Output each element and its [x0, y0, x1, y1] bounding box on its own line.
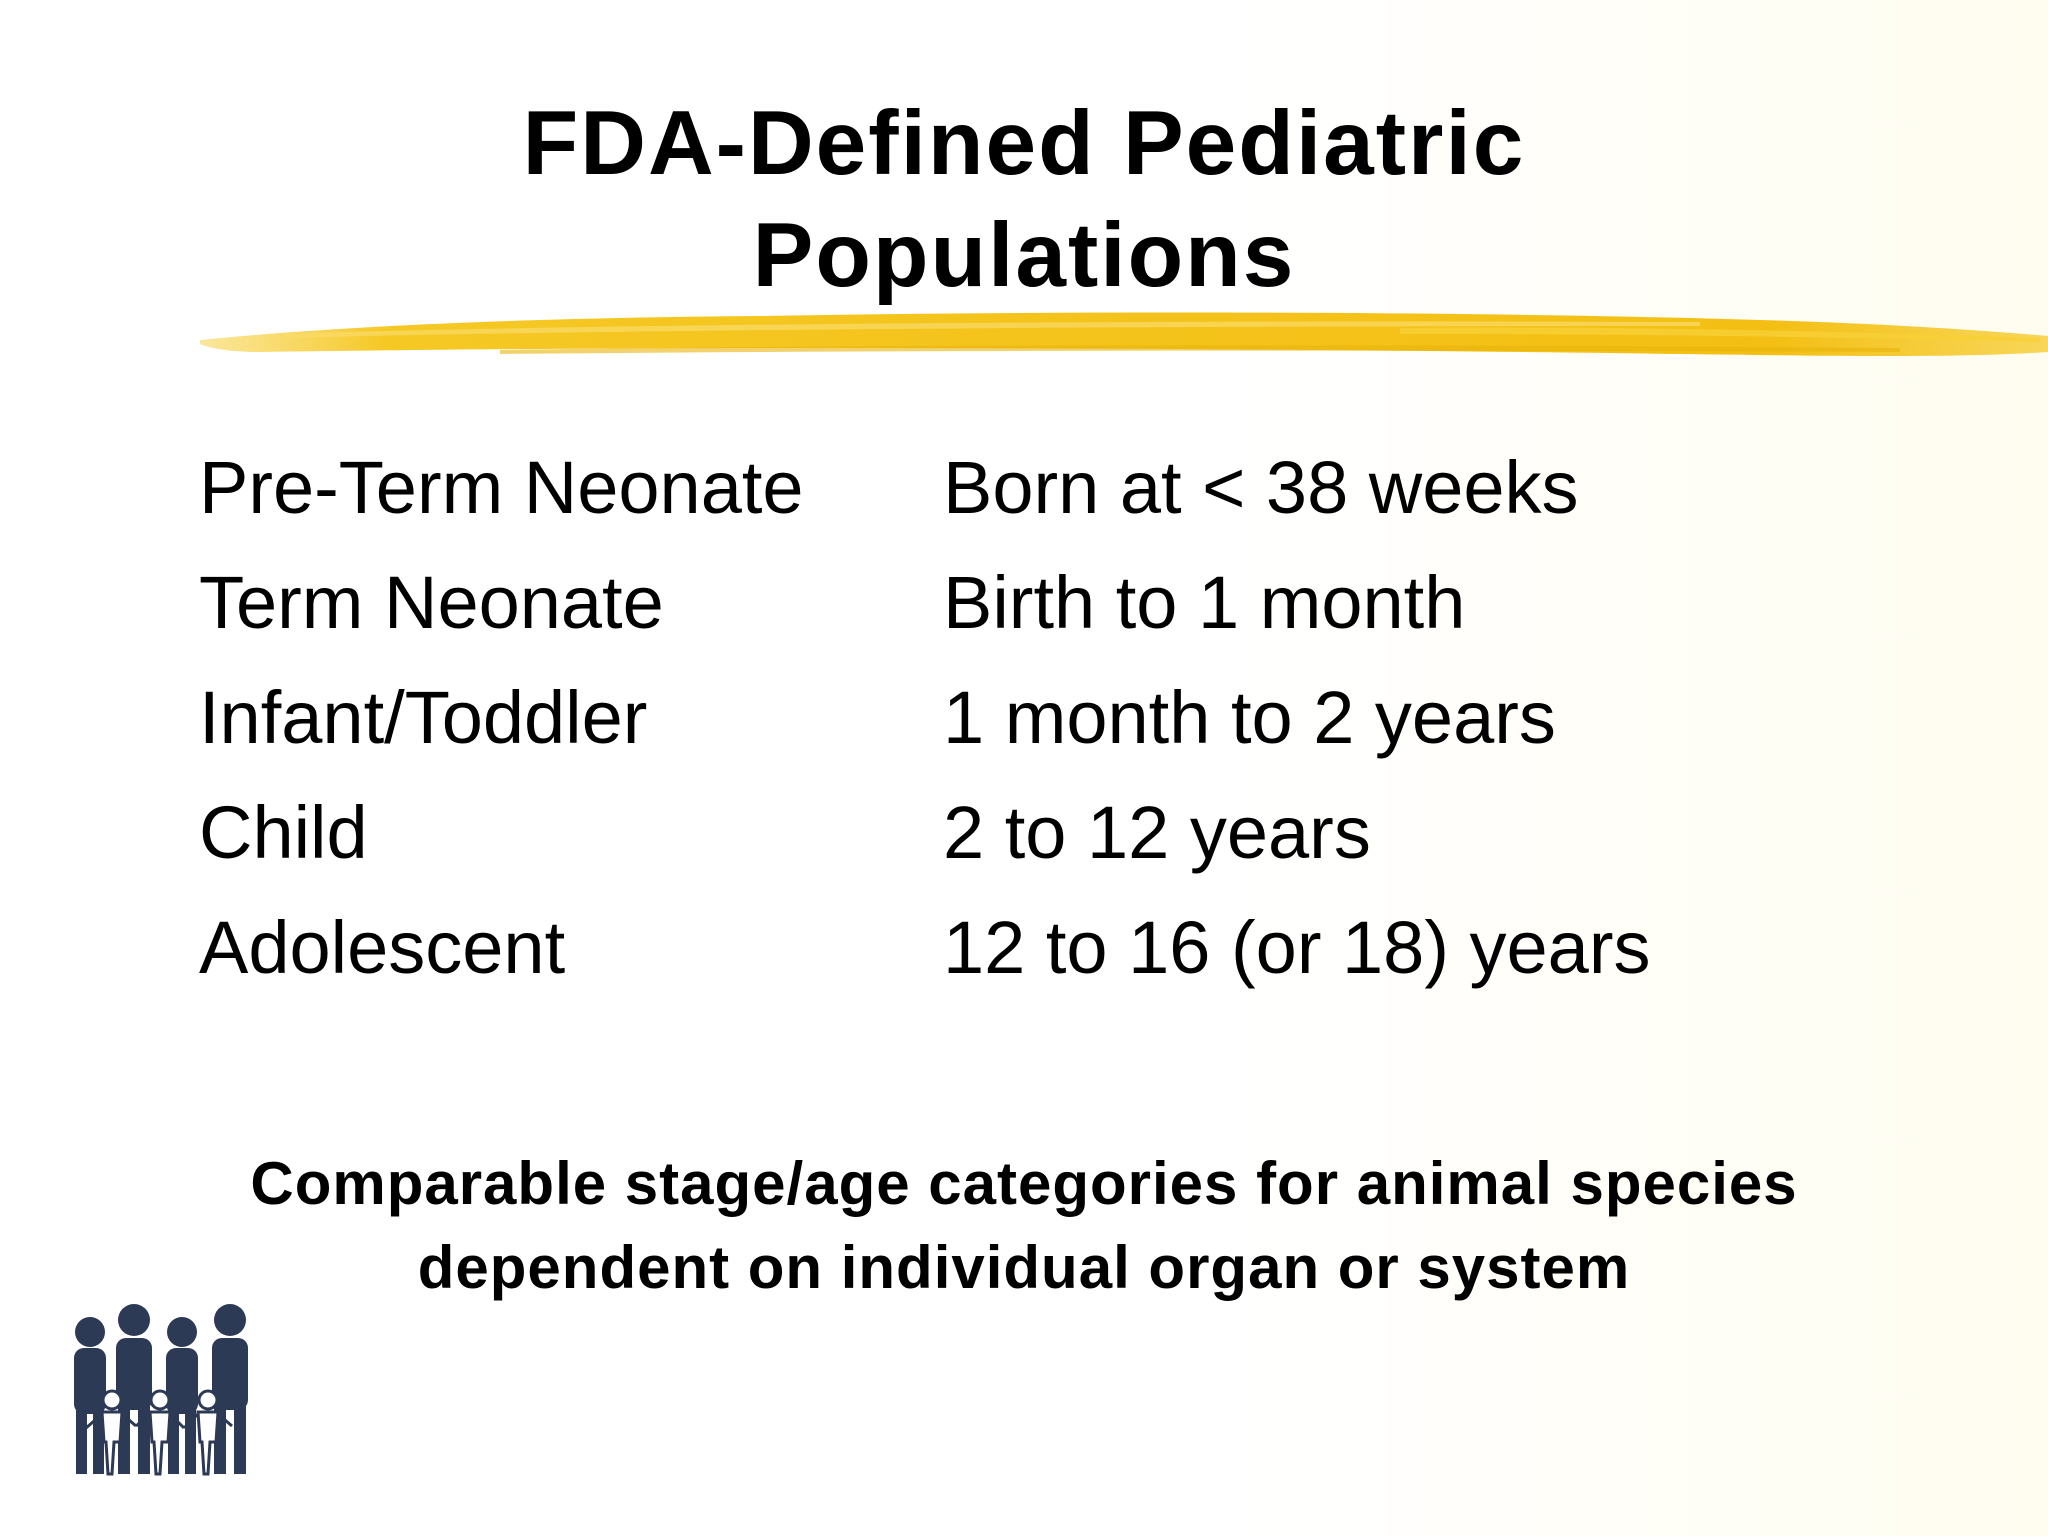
table-row: Adolescent 12 to 16 (or 18) years	[199, 898, 1849, 1013]
population-age-range: 12 to 16 (or 18) years	[943, 906, 1651, 989]
population-age-range: 2 to 12 years	[943, 791, 1371, 874]
footnote-line-1: Comparable stage/age categories for anim…	[250, 1150, 1798, 1217]
slide-title: FDA-Defined Pediatric Populations	[0, 88, 2048, 312]
population-age-range: Birth to 1 month	[943, 561, 1466, 644]
population-term: Infant/Toddler	[199, 676, 648, 759]
table-row: Child 2 to 12 years	[199, 783, 1849, 898]
population-term: Pre-Term Neonate	[199, 446, 804, 529]
population-term: Term Neonate	[199, 561, 664, 644]
title-line-2: Populations	[752, 205, 1296, 306]
footnote-line-2: dependent on individual organ or system	[417, 1234, 1631, 1301]
population-term: Child	[199, 791, 368, 874]
yellow-brush-stroke	[200, 312, 2048, 356]
table-row: Pre-Term Neonate Born at < 38 weeks	[199, 438, 1849, 553]
population-term: Adolescent	[199, 906, 566, 989]
family-figures-icon	[74, 1304, 248, 1476]
table-row: Infant/Toddler 1 month to 2 years	[199, 668, 1849, 783]
table-row: Term Neonate Birth to 1 month	[199, 553, 1849, 668]
population-age-range: Born at < 38 weeks	[943, 446, 1579, 529]
footnote: Comparable stage/age categories for anim…	[0, 1142, 2048, 1310]
population-table: Pre-Term Neonate Born at < 38 weeks Term…	[199, 438, 1849, 1013]
title-line-1: FDA-Defined Pediatric	[522, 93, 1526, 194]
population-age-range: 1 month to 2 years	[943, 676, 1556, 759]
